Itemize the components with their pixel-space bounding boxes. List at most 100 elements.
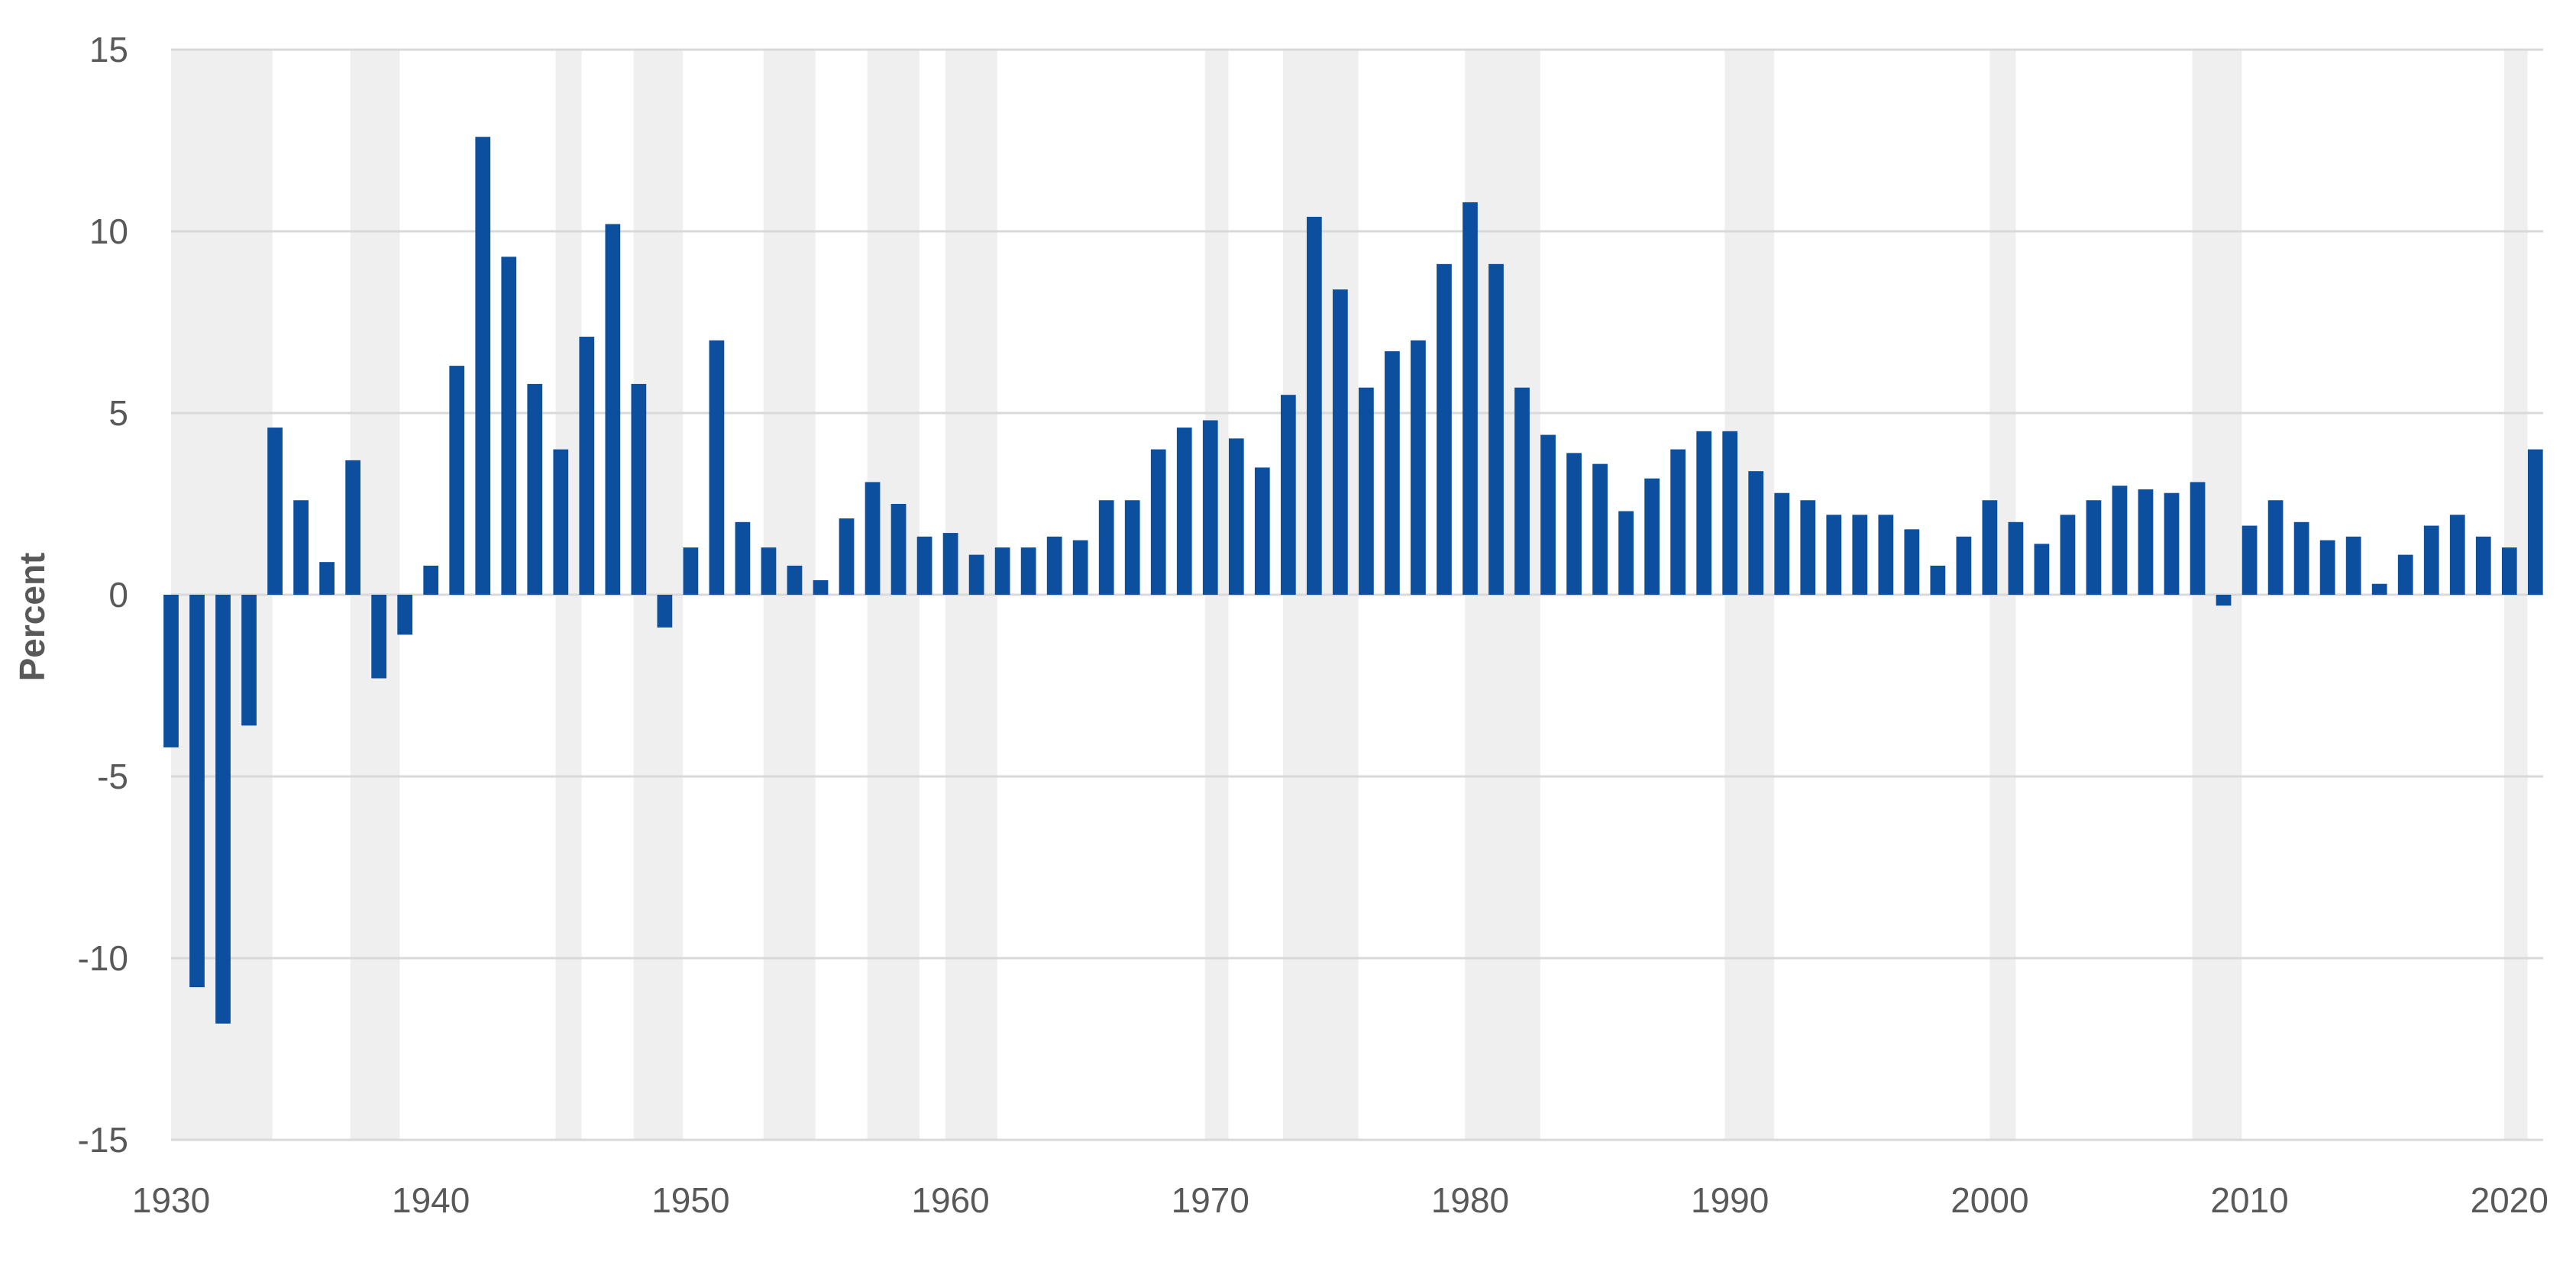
bar-1983: [1540, 434, 1556, 595]
bar-1982: [1514, 387, 1530, 595]
bar-1972: [1254, 467, 1270, 595]
bar-1953: [761, 547, 777, 595]
y-tick-label: 15: [89, 30, 128, 69]
bar-2010: [2241, 525, 2258, 595]
bar-1998: [1930, 565, 1946, 595]
y-axis-title: Percent: [12, 553, 52, 682]
bar-1966: [1098, 500, 1114, 595]
bar-1951: [709, 340, 725, 595]
bar-1957: [865, 482, 881, 595]
bar-1996: [1878, 515, 1894, 595]
bar-1975: [1333, 289, 1348, 595]
bar-1977: [1385, 351, 1400, 595]
bar-1940: [423, 565, 439, 595]
x-tick-label: 2000: [1951, 1180, 2028, 1220]
bar-1990: [1722, 431, 1738, 595]
bar-2006: [2138, 489, 2154, 595]
bar-2003: [2060, 515, 2076, 595]
bar-1933: [241, 595, 257, 726]
x-tick-label: 1950: [651, 1180, 729, 1220]
bar-1979: [1437, 263, 1452, 595]
y-tick-label: 10: [89, 211, 128, 251]
bar-2011: [2267, 500, 2283, 595]
bar-2016: [2397, 554, 2413, 595]
bar-2017: [2423, 525, 2439, 595]
x-tick-label: 1980: [1431, 1180, 1509, 1220]
bar-1970: [1202, 420, 1218, 595]
bar-2014: [2345, 536, 2361, 595]
bar-1993: [1800, 500, 1816, 595]
x-tick-label: 2020: [2471, 1180, 2549, 1220]
x-tick-label: 1940: [392, 1180, 470, 1220]
bar-1989: [1696, 431, 1712, 595]
bar-2004: [2086, 500, 2102, 595]
bar-2008: [2190, 482, 2206, 595]
y-tick-label: -10: [78, 938, 128, 978]
x-tick-label: 1930: [132, 1180, 210, 1220]
bar-1931: [189, 595, 205, 988]
bar-1997: [1904, 529, 1920, 595]
bar-1984: [1566, 453, 1582, 595]
bar-1939: [397, 595, 413, 635]
bar-1935: [293, 500, 309, 595]
bar-1942: [475, 137, 491, 595]
x-tick-label: 2010: [2210, 1180, 2288, 1220]
bar-2005: [2112, 486, 2128, 595]
bar-1981: [1488, 263, 1504, 595]
bar-1994: [1826, 515, 1842, 595]
bar-2012: [2293, 521, 2309, 595]
y-tick-label: -15: [78, 1120, 128, 1160]
bar-1969: [1176, 428, 1192, 595]
bar-1950: [683, 547, 699, 595]
bar-1999: [1956, 536, 1972, 595]
bar-1995: [1852, 515, 1868, 595]
bar-1937: [345, 460, 361, 595]
bar-1945: [553, 449, 569, 595]
bar-1976: [1359, 387, 1374, 595]
bar-1930: [163, 595, 179, 747]
bar-1941: [449, 366, 465, 595]
bar-1955: [813, 579, 829, 595]
x-tick-label: 1960: [911, 1180, 989, 1220]
bar-1973: [1280, 395, 1296, 595]
bar-1985: [1592, 463, 1608, 595]
bar-1949: [657, 595, 673, 628]
bar-1980: [1463, 202, 1478, 595]
bar-1964: [1046, 536, 1062, 595]
bar-1960: [942, 533, 958, 595]
bar-1992: [1774, 492, 1790, 595]
y-tick-label: 5: [108, 393, 128, 433]
bar-1965: [1072, 540, 1088, 595]
bar-1961: [968, 554, 984, 595]
x-tick-label: 1990: [1691, 1180, 1769, 1220]
bar-2013: [2319, 540, 2335, 595]
bar-1956: [839, 518, 855, 595]
x-tick-label: 1970: [1172, 1180, 1249, 1220]
bar-series: [163, 137, 2543, 1024]
bar-2001: [2008, 521, 2024, 595]
bar-1974: [1307, 216, 1322, 595]
bar-1952: [735, 521, 751, 595]
bar-1986: [1618, 511, 1634, 595]
bar-1947: [605, 224, 621, 595]
x-axis-tick-labels: 1930 1940 1950 1960 1970 1980 1990 2000 2010 2020: [132, 1180, 2549, 1220]
bar-1991: [1748, 471, 1764, 595]
bar-1954: [787, 565, 803, 595]
bar-2021: [2527, 449, 2543, 595]
bar-1943: [501, 257, 517, 595]
y-axis-tick-labels: 15 10 5 0 -5 -10 -15: [78, 30, 128, 1160]
y-tick-label: 0: [108, 575, 128, 615]
bar-1987: [1644, 478, 1660, 595]
bar-1944: [527, 383, 543, 595]
bar-1959: [916, 536, 932, 595]
y-tick-label: -5: [97, 757, 128, 796]
bar-1946: [579, 337, 595, 595]
bar-2020: [2501, 547, 2517, 595]
bar-1962: [994, 547, 1010, 595]
bar-1968: [1150, 449, 1166, 595]
bar-1967: [1124, 500, 1140, 595]
bar-2002: [2034, 544, 2050, 595]
bar-2007: [2164, 492, 2180, 595]
bar-2019: [2475, 536, 2491, 595]
